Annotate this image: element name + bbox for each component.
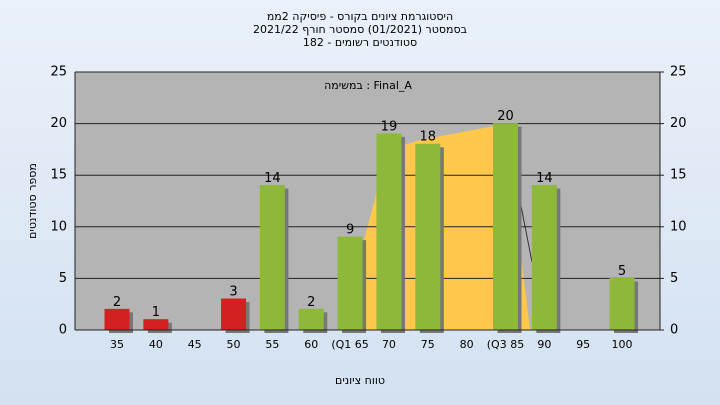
y2-tick-label: 15 [670,168,687,183]
x-tick-label: 50 [227,338,241,351]
data-label: 14 [264,171,281,186]
x-tick-label: 45 [188,338,202,351]
data-label: 20 [497,109,514,124]
x-tick-label: 100 [612,338,633,351]
x-tick-label: (Q1 65 [331,338,368,351]
y2-tick-label: 25 [670,65,687,80]
y-tick-label: 0 [59,323,67,338]
y-tick-label: 20 [50,116,67,131]
x-tick-label: 90 [537,338,551,351]
x-tick-label: 80 [460,338,474,351]
bar [337,236,363,331]
bar [376,133,402,331]
title-line: בסמסטר (01/2021) סמסטר חורף 2021/22 [253,23,467,36]
y2-tick-label: 0 [670,323,678,338]
data-label: 2 [113,295,121,310]
x-tick-label: 75 [421,338,435,351]
data-label: 2 [307,295,315,310]
y-tick-label: 10 [50,219,67,234]
y2-tick-label: 20 [670,116,687,131]
bar [493,123,518,331]
bar [415,143,441,331]
x-tick-label: 40 [149,338,163,351]
x-tick-label: 70 [382,338,396,351]
x-tick-label: 95 [576,338,590,351]
bar [143,319,169,331]
bar [609,277,635,331]
y-axis-label: מספר סטודנטים [26,163,39,239]
data-label: 18 [420,130,437,145]
title-line: סטודנטים רשומים - 182 [303,36,417,49]
bar [298,308,324,331]
bar [531,185,557,331]
x-axis-label: טווח ציונים [335,374,385,387]
data-label: 19 [381,119,398,134]
data-label: 5 [618,264,626,279]
x-tick-label: (Q3 85 [487,338,524,351]
data-label: 1 [152,305,160,320]
x-tick-label: 55 [265,338,279,351]
bar [259,185,285,331]
bar [104,308,130,331]
y-tick-label: 25 [50,65,67,80]
data-label: 14 [536,171,553,186]
y2-tick-label: 10 [670,219,687,234]
y-tick-label: 15 [50,168,67,183]
data-label: 9 [346,223,354,238]
title-line: היסטוגרמת ציונים בקורס - פיסיקה 2ממ [267,10,453,23]
data-label: 3 [229,285,237,300]
bar [221,298,247,331]
x-tick-label: 60 [304,338,318,351]
annotation: במשימה : Final_A [324,79,412,92]
y2-tick-label: 5 [670,271,678,286]
x-tick-label: 35 [110,338,124,351]
y-tick-label: 5 [59,271,67,286]
